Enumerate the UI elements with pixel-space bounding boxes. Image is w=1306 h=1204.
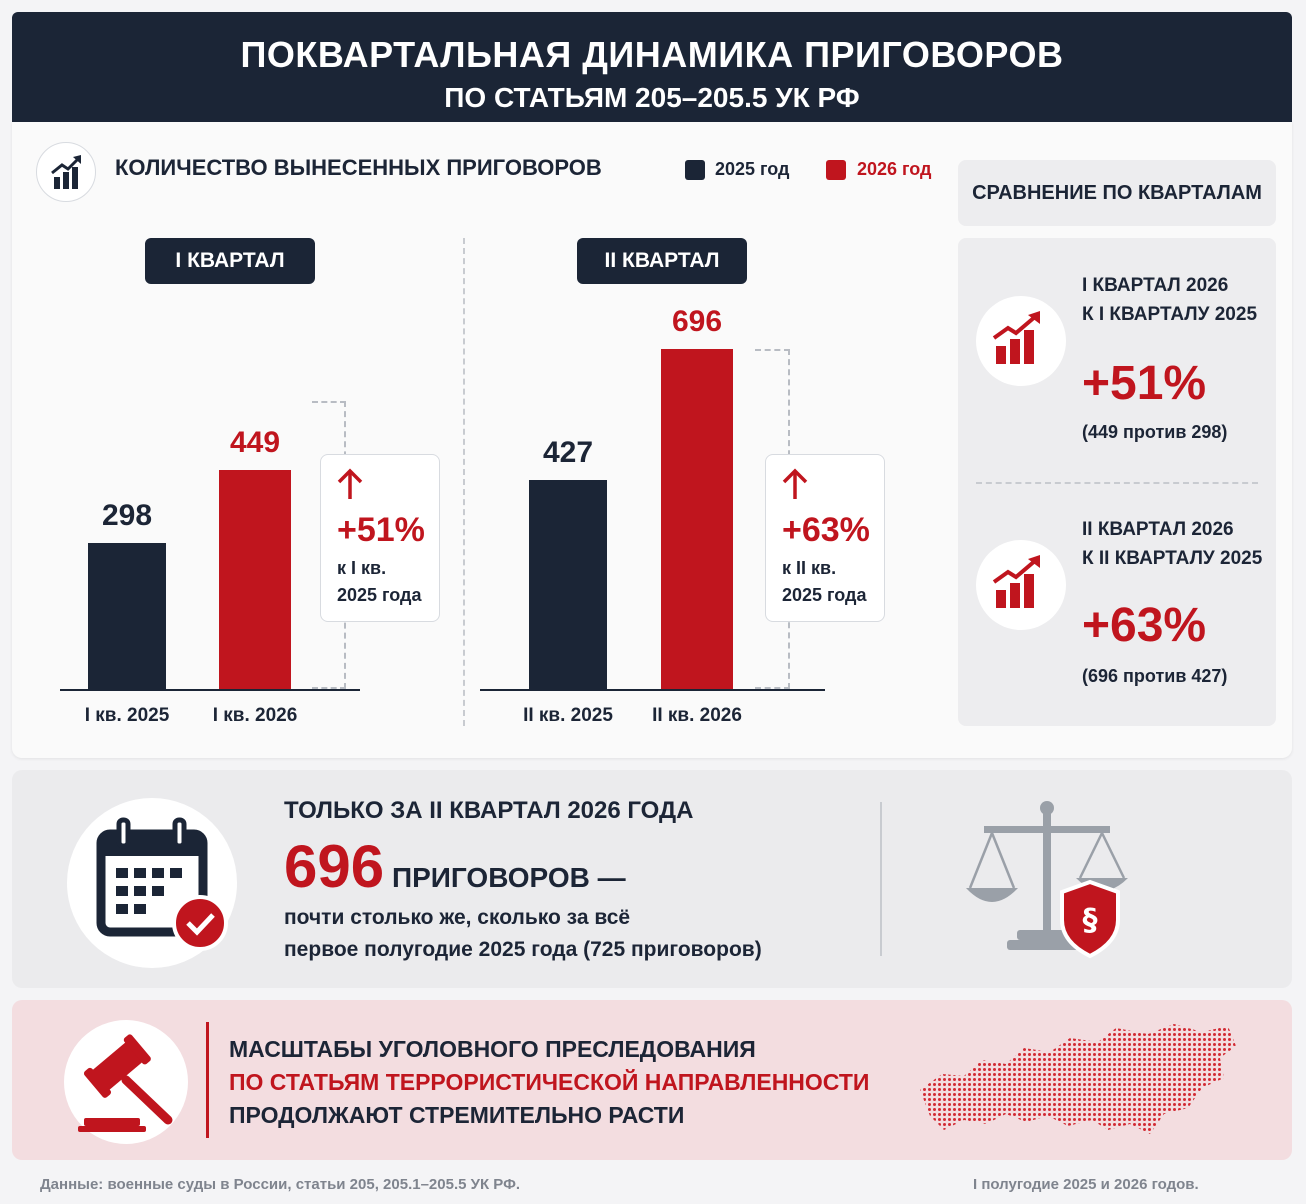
highlight-line1: почти столько же, сколько за всё: [284, 906, 631, 929]
comparison-2-detail: (696 против 427): [1082, 666, 1228, 686]
quarter-divider: [463, 238, 465, 726]
gavel-icon: [64, 1020, 188, 1144]
highlight-line2: первое полугодие 2025 года (725 приговор…: [284, 938, 762, 961]
comparison-title: СРАВНЕНИЕ ПО КВАРТАЛАМ: [958, 160, 1276, 226]
footer-source: Данные: военные суды в России, статьи 20…: [40, 1176, 521, 1193]
arrow-up-icon: [782, 468, 808, 499]
conclusion-line3: ПРОДОЛЖАЮТ СТРЕМИТЕЛЬНО РАСТИ: [229, 1102, 685, 1128]
comparison-divider: [976, 482, 1258, 484]
highlight-card: ТОЛЬКО ЗА II КВАРТАЛ 2026 ГОДА 696 ПРИГО…: [12, 770, 1292, 988]
page-subtitle: ПО СТАТЬЯМ 205–205.5 УК РФ: [444, 82, 860, 113]
comparison-2-percent: +63%: [1082, 599, 1207, 652]
calendar-check-icon: [67, 798, 237, 968]
legend-label-2025: 2025 год: [715, 159, 790, 179]
highlight-number: 696: [284, 833, 385, 900]
arrow-up-icon: [337, 468, 363, 499]
comparison-2-line1: II КВАРТАЛ 2026: [1082, 519, 1234, 540]
q1-growth-line1: к I кв.: [337, 558, 387, 578]
comparison-1-detail: (449 против 298): [1082, 422, 1228, 442]
bar-q1-2026: [219, 469, 291, 689]
svg-text:§: §: [1083, 903, 1098, 938]
highlight-heading: ТОЛЬКО ЗА II КВАРТАЛ 2026 ГОДА: [284, 797, 694, 824]
page-title: ПОКВАРТАЛЬНАЯ ДИНАМИКА ПРИГОВОРОВ: [240, 34, 1064, 75]
q1-growth-line2: 2025 года: [337, 585, 422, 605]
value-label-q1-2025: 298: [101, 499, 153, 533]
legend-swatch-2026: [826, 160, 846, 180]
conclusion-accent-bar: [206, 1022, 209, 1138]
header-banner: ПОКВАРТАЛЬНАЯ ДИНАМИКА ПРИГОВОРОВ ПО СТА…: [12, 12, 1292, 122]
bar-q2-2026: [661, 349, 733, 689]
comparison-2-line2: К II КВАРТАЛУ 2025: [1082, 548, 1263, 569]
value-label-q2-2025: 427: [542, 436, 594, 470]
conclusion-card: МАСШТАБЫ УГОЛОВНОГО ПРЕСЛЕДОВАНИЯ ПО СТА…: [12, 1000, 1292, 1160]
q1-baseline: [60, 689, 360, 691]
russia-map-icon: [920, 1024, 1236, 1134]
x-label-q2-2025: II кв. 2025: [523, 705, 613, 726]
conclusion-line1: МАСШТАБЫ УГОЛОВНОГО ПРЕСЛЕДОВАНИЯ: [229, 1036, 756, 1062]
bar-q1-2025: [88, 543, 166, 689]
q1-growth-box: +51% к I кв. 2025 года: [320, 454, 440, 622]
q2-growth-box: +63% к II кв. 2025 года: [765, 454, 885, 622]
comparison-1-line2: К I КВАРТАЛУ 2025: [1082, 304, 1258, 325]
q2-growth-percent: +63%: [782, 511, 870, 549]
comparison-panel: I КВАРТАЛ 2026 К I КВАРТАЛУ 2025 +51% (4…: [958, 238, 1276, 726]
x-label-q2-2026: II кв. 2026: [652, 705, 742, 726]
highlight-number-suffix: ПРИГОВОРОВ —: [392, 862, 626, 893]
highlight-divider: [880, 802, 882, 956]
x-label-q1-2025: I кв. 2025: [84, 705, 170, 726]
quarter-2-label: II КВАРТАЛ: [577, 238, 747, 284]
value-label-q2-2026: 696: [671, 305, 723, 338]
x-label-q1-2026: I кв. 2026: [212, 705, 298, 726]
scales-of-justice-icon: §: [966, 801, 1128, 959]
q2-growth-line2: 2025 года: [782, 585, 867, 605]
q2-baseline: [480, 689, 825, 691]
bar-q2-2025: [529, 480, 607, 689]
growth-chart-icon: [976, 540, 1066, 630]
legend-swatch-2025: [685, 160, 705, 180]
q2-growth-line1: к II кв.: [782, 558, 837, 578]
growth-chart-icon: [36, 142, 96, 202]
comparison-1-line1: I КВАРТАЛ 2026: [1082, 275, 1229, 296]
value-label-q1-2026: 449: [229, 425, 281, 459]
growth-chart-icon: [976, 296, 1066, 386]
chart-section-title: КОЛИЧЕСТВО ВЫНЕСЕННЫХ ПРИГОВОРОВ: [115, 155, 602, 180]
q1-growth-percent: +51%: [337, 511, 425, 549]
legend-label-2026: 2026 год: [857, 159, 932, 179]
conclusion-line2: ПО СТАТЬЯМ ТЕРРОРИСТИЧЕСКОЙ НАПРАВЛЕННОС…: [229, 1069, 870, 1095]
quarter-1-label: I КВАРТАЛ: [145, 238, 315, 284]
footer-period: I полугодие 2025 и 2026 годов.: [973, 1176, 1199, 1193]
comparison-1-percent: +51%: [1082, 357, 1207, 410]
